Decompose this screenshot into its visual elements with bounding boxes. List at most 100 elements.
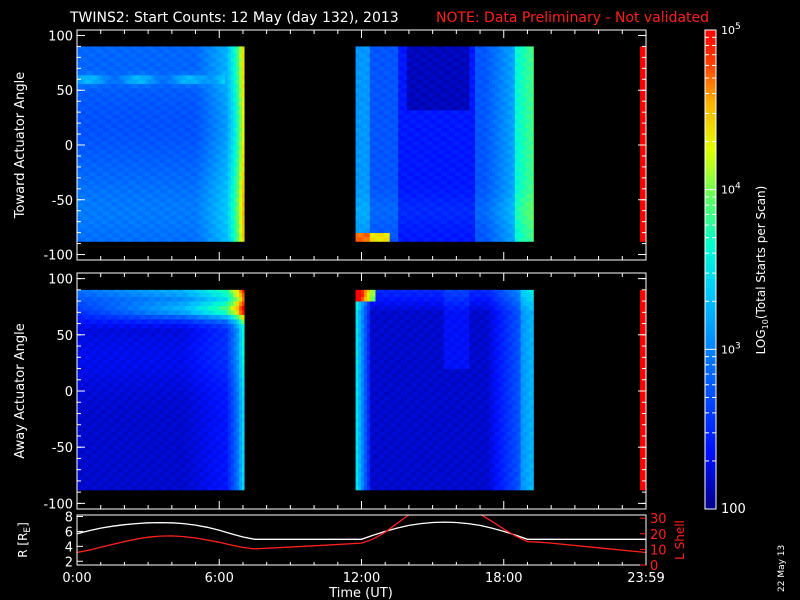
heatmap-cell <box>148 96 152 102</box>
heatmap-cell <box>455 48 459 54</box>
heatmap-cell <box>432 201 436 207</box>
heatmap-cell <box>492 219 496 225</box>
heatmap-cell <box>452 197 456 203</box>
heatmap-cell <box>156 171 160 177</box>
heatmap-cell <box>79 136 84 142</box>
heatmap-cell <box>230 74 234 80</box>
heatmap-cell <box>96 210 101 216</box>
heatmap-cell <box>392 145 396 150</box>
heatmap-cell <box>409 228 413 234</box>
heatmap-cell <box>375 162 379 168</box>
heatmap-cell <box>483 53 487 58</box>
heatmap-cell <box>475 153 479 159</box>
heatmap-cell <box>207 83 212 89</box>
heatmap-cell <box>119 131 123 137</box>
heatmap-cell <box>452 109 456 115</box>
heatmap-cell <box>159 201 163 207</box>
heatmap-cell <box>162 123 166 128</box>
heatmap-cell <box>233 145 237 150</box>
heatmap-cell <box>102 61 106 67</box>
heatmap-cell <box>77 215 81 220</box>
heatmap-cell <box>153 127 158 133</box>
heatmap-cell <box>415 197 419 203</box>
heatmap-cell <box>136 158 140 163</box>
heatmap-cell <box>443 166 448 172</box>
heatmap-cell <box>409 57 413 63</box>
heatmap-cell <box>372 201 376 207</box>
heatmap-cell <box>119 66 123 71</box>
heatmap-cell <box>222 79 226 85</box>
heatmap-cell <box>355 88 359 93</box>
heatmap-cell <box>440 197 445 203</box>
heatmap-cell <box>216 149 220 155</box>
heatmap-cell <box>185 237 189 242</box>
heatmap-cell <box>176 184 180 190</box>
heatmap-cell <box>361 96 365 102</box>
heatmap-cell <box>236 228 240 234</box>
heatmap-cell <box>469 70 473 76</box>
heatmap-cell <box>116 114 121 120</box>
heatmap-cell <box>122 158 126 163</box>
heatmap-cell <box>185 109 189 115</box>
heatmap-cell <box>233 131 237 137</box>
heatmap-cell <box>162 162 166 168</box>
heatmap-cell <box>102 105 106 111</box>
heatmap-cell <box>119 118 123 124</box>
heatmap-cell <box>77 237 81 242</box>
heatmap-cell <box>165 223 169 229</box>
heatmap-cell <box>389 201 393 207</box>
heatmap-cell <box>168 74 172 80</box>
heatmap-cell <box>111 123 115 128</box>
heatmap-cell <box>187 158 192 163</box>
heatmap-cell <box>412 180 416 185</box>
heatmap-cell <box>242 74 245 80</box>
heatmap-cell <box>205 79 209 85</box>
heatmap-cell <box>205 184 209 190</box>
heatmap-cell <box>398 105 402 111</box>
heatmap-cell <box>429 193 433 198</box>
heatmap-cell <box>207 61 212 67</box>
heatmap-cell <box>494 105 499 111</box>
heatmap-cell <box>418 53 422 58</box>
heatmap-cell <box>79 158 84 163</box>
heatmap-cell <box>176 88 180 93</box>
heatmap-cell <box>170 70 175 76</box>
heatmap-cell <box>91 184 95 190</box>
heatmap-cell <box>457 140 462 146</box>
heatmap-cell <box>440 92 445 98</box>
heatmap-cell <box>375 136 379 142</box>
heatmap-cell <box>79 53 84 58</box>
heatmap-cell <box>216 145 220 150</box>
heatmap-cell <box>497 149 502 155</box>
heatmap-cell <box>131 219 135 225</box>
heatmap-cell <box>412 197 416 203</box>
heatmap-cell <box>429 180 433 185</box>
heatmap-cell <box>355 175 359 181</box>
heatmap-cell <box>497 101 502 106</box>
heatmap-cell <box>446 158 450 163</box>
heatmap-cell <box>153 206 158 212</box>
heatmap-cell <box>77 105 81 111</box>
heatmap-cell <box>492 101 496 106</box>
heatmap-cell <box>179 145 183 150</box>
heatmap-cell <box>463 53 467 58</box>
heatmap-cell <box>119 70 123 76</box>
heatmap-cell <box>113 118 118 124</box>
heatmap-cell <box>219 136 223 142</box>
heatmap-cell <box>202 136 206 142</box>
heatmap-cell <box>438 175 442 181</box>
heatmap-cell <box>378 46 382 50</box>
heatmap-cell <box>131 162 135 168</box>
heatmap-cell <box>466 123 470 128</box>
heatmap-cell <box>216 210 220 216</box>
heatmap-cell <box>460 74 465 80</box>
heatmap-cell <box>378 232 382 238</box>
heatmap-cell <box>79 114 84 120</box>
heatmap-cell <box>162 61 166 67</box>
heatmap-cell <box>199 219 203 225</box>
heatmap-cell <box>364 48 368 54</box>
heatmap-cell <box>187 184 192 190</box>
heatmap-cell <box>497 153 502 159</box>
heatmap-cell <box>463 215 467 220</box>
heatmap-cell <box>82 57 86 63</box>
